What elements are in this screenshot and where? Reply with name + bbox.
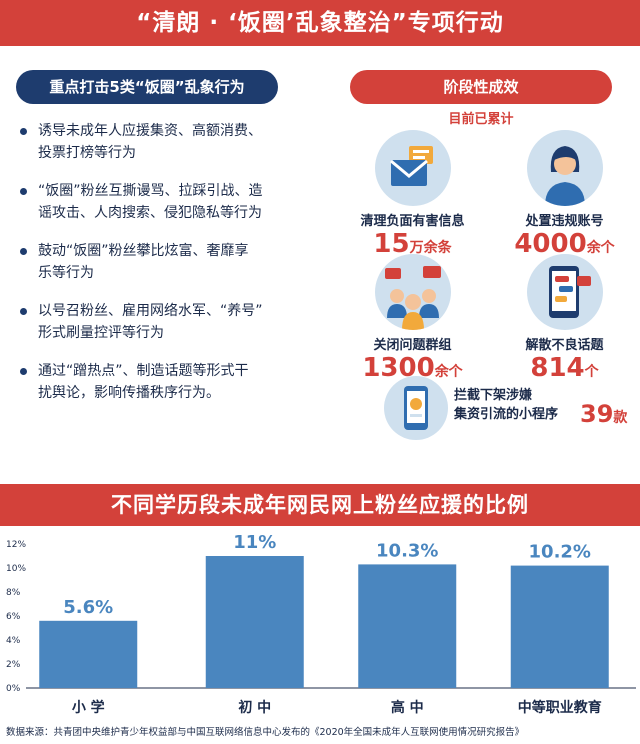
category-label: 小 学: [72, 699, 105, 716]
category-label: 初 中: [238, 699, 271, 716]
stat-label: 解散不良话题: [525, 338, 604, 353]
bullet-dot-icon: [20, 308, 27, 315]
data-source: 数据来源：共青团中央维护青少年权益部与中国互联网络信息中心发布的《2020年全国…: [6, 727, 525, 738]
behavior-list: 诱导未成年人应援集资、高额消费、 投票打榜等行为 “饭圈”粉丝互撕谩骂、拉踩引战、…: [20, 120, 310, 420]
bullet-dot-icon: [20, 128, 27, 135]
phone-chat-icon: [526, 254, 603, 330]
y-tick-label: 6%: [6, 612, 21, 622]
y-tick-label: 4%: [6, 636, 21, 646]
bar-value-label: 10.3%: [376, 540, 438, 561]
stat-accounts: 处置违规账号 4000余个: [492, 130, 637, 263]
category-label: 中等职业教育: [518, 699, 602, 716]
stat-value: 39款: [580, 400, 628, 428]
stat-value: 4000余个: [514, 229, 615, 259]
y-tick-label: 12%: [6, 540, 26, 550]
bar: [39, 620, 138, 688]
list-item: 以号召粉丝、雇用网络水军、“养号” 形式刷量控评等行为: [20, 300, 310, 344]
stat-mini-programs: 拦截下架涉嫌 集资引流的小程序 39款: [384, 376, 634, 446]
left-section-heading: 重点打击5类“饭圈”乱象行为: [16, 70, 278, 104]
y-tick-label: 0%: [6, 684, 21, 694]
bar-value-label: 11%: [233, 532, 276, 553]
bar-chart: 0% 2% 4% 6% 8% 10% 12% 5.6% 小 学 11% 初 中 10.3% 高 中 10.…: [6, 532, 636, 716]
y-tick-label: 10%: [6, 564, 26, 574]
stat-value: 814个: [530, 353, 599, 383]
bullet-dot-icon: [20, 188, 27, 195]
group-chat-icon: [374, 254, 451, 330]
stat-label: 清理负面有害信息: [360, 214, 465, 229]
stat-topics: 解散不良话题 814个: [492, 254, 637, 387]
list-item: 诱导未成年人应援集资、高额消费、 投票打榜等行为: [20, 120, 310, 164]
bar-value-label: 5.6%: [63, 597, 113, 618]
phone-app-icon: [384, 376, 448, 440]
bar: [358, 564, 457, 688]
bar: [510, 565, 609, 688]
stat-harmful-info: 清理负面有害信息 15万余条: [340, 130, 485, 263]
stat-groups: 关闭问题群组 1300余个: [340, 254, 485, 387]
category-label: 高 中: [391, 699, 424, 716]
chart-title: 不同学历段未成年网民网上粉丝应援的比例: [0, 484, 640, 526]
list-item: 通过“蹭热点”、制造话题等形式干 扰舆论，影响传播秩序行为。: [20, 360, 310, 404]
bullet-dot-icon: [20, 248, 27, 255]
y-tick-label: 2%: [6, 660, 21, 670]
bar: [205, 556, 304, 688]
right-section-heading: 阶段性成效: [350, 70, 612, 104]
stat-value: 1300余个: [362, 353, 463, 383]
message-envelope-icon: [374, 130, 451, 206]
person-avatar-icon: [526, 130, 603, 206]
stat-label: 拦截下架涉嫌 集资引流的小程序: [454, 388, 559, 422]
stat-label: 处置违规账号: [525, 214, 604, 229]
bullet-dot-icon: [20, 368, 27, 375]
y-tick-label: 8%: [6, 588, 21, 598]
list-item: 鼓动“饭圈”粉丝攀比炫富、奢靡享 乐等行为: [20, 240, 310, 284]
bar-value-label: 10.2%: [529, 542, 591, 563]
page-title: “清朗 · ‘饭圈’乱象整治”专项行动: [0, 0, 640, 46]
list-item: “饭圈”粉丝互撕谩骂、拉踩引战、造 谣攻击、人肉搜索、侵犯隐私等行为: [20, 180, 310, 224]
cumulative-subheading: 目前已累计: [448, 112, 514, 127]
stat-label: 关闭问题群组: [373, 338, 452, 353]
